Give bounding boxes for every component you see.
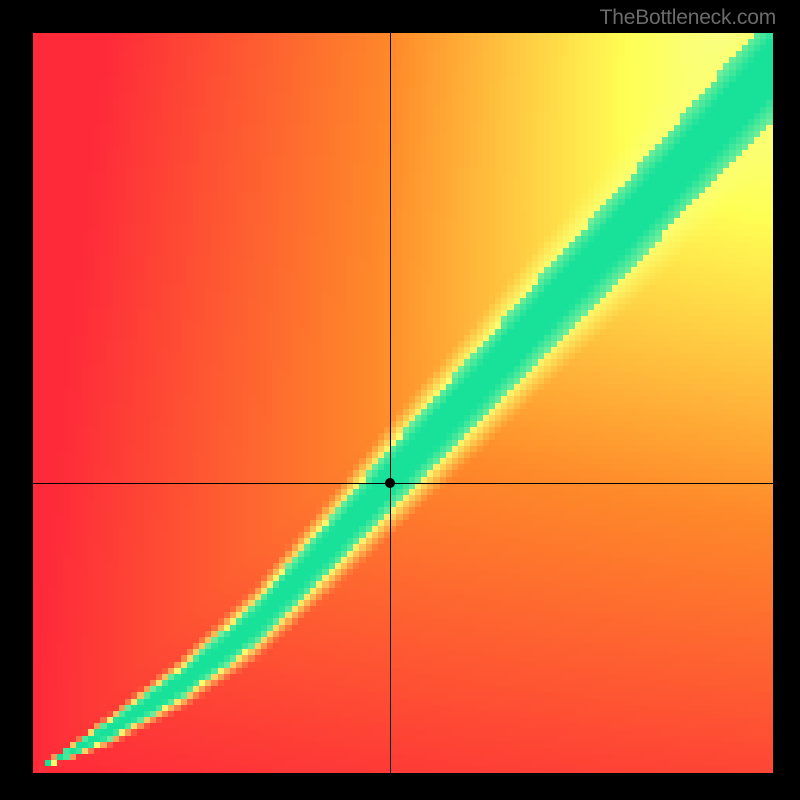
crosshair-horizontal (33, 483, 773, 484)
watermark-text: TheBottleneck.com (600, 6, 776, 30)
chart-container: { "watermark": "TheBottleneck.com", "bac… (0, 0, 800, 800)
bottleneck-heatmap (33, 33, 773, 773)
crosshair-marker (385, 478, 395, 488)
crosshair-vertical (390, 33, 391, 773)
